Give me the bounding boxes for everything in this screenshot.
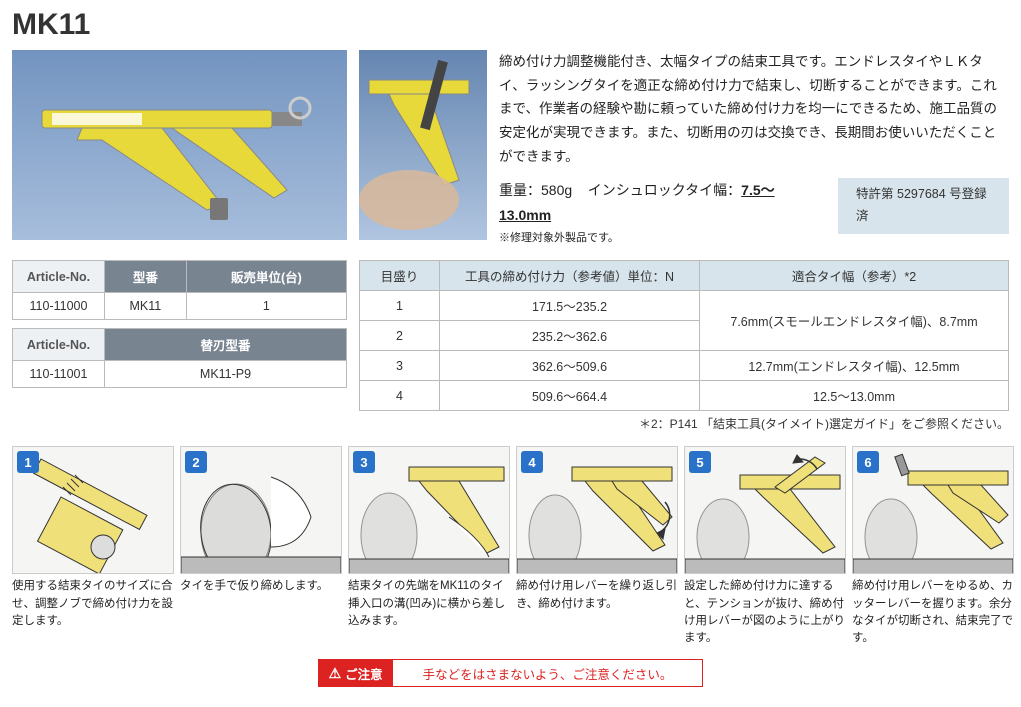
step-2-img: 2 [180, 446, 342, 574]
art1-h-unit: 販売単位(台) [186, 261, 346, 293]
caution-label: ご注意 [319, 660, 393, 686]
art1-h-art: Article-No. [13, 261, 105, 293]
art1-h-model: 型番 [105, 261, 187, 293]
product-photo-1 [12, 50, 347, 240]
description-column: 締め付け力調整機能付き、太幅タイプの結束工具です。エンドレスタイやＬＫタイ、ラッ… [499, 50, 1009, 248]
art1-r0-unit: 1 [186, 293, 346, 320]
spec-r2-width: 12.7mm(エンドレスタイ幅)、12.5mm [700, 351, 1009, 381]
step-6: 6 締め付け用レバーをゆるめ、カッターレバーを握ります。余分なタイが切断され、結… [852, 446, 1014, 647]
spec-r2-force: 362.6～509.6 [440, 351, 700, 381]
step-3: 3 結束タイの先端をMK11のタイ挿入口の溝(凹み)に横から差し込みます。 [348, 446, 510, 647]
patent-box: 特許第 5297684 号登録済 [838, 178, 1009, 234]
spec-r0-force: 171.5～235.2 [440, 291, 700, 321]
art1-r0-model: MK11 [105, 293, 187, 320]
step-4-num: 4 [521, 451, 543, 473]
repair-note: ※修理対象外製品です。 [499, 229, 808, 248]
caution-row: ご注意 手などをはさまないよう、ご注意ください。 [12, 659, 1009, 687]
spec-r3-width: 12.5～13.0mm [700, 381, 1009, 411]
spec-table-wrap: 目盛り 工具の締め付け力（参考値）単位：N 適合タイ幅（参考）*2 1 171.… [359, 260, 1009, 432]
art2-h-art: Article-No. [13, 329, 105, 361]
tool-illustration-2 [359, 50, 487, 240]
weight-value: 580g [541, 182, 572, 198]
spec-r0-scale: 1 [360, 291, 440, 321]
step-2-num: 2 [185, 451, 207, 473]
step-6-img: 6 [852, 446, 1014, 574]
step-5-img: 5 [684, 446, 846, 574]
article-table-1: Article-No. 型番 販売単位(台) 110-11000 MK11 1 [12, 260, 347, 320]
steps-row: 1 使用する結束タイのサイズに合せ、調整ノブで締め付け力を設定します。 2 タイ… [12, 446, 1009, 647]
step-4-img: 4 [516, 446, 678, 574]
mid-row: Article-No. 型番 販売単位(台) 110-11000 MK11 1 … [12, 260, 1009, 432]
weight-label: 重量： [499, 182, 541, 198]
step-1-caption: 使用する結束タイのサイズに合せ、調整ノブで締め付け力を設定します。 [12, 578, 174, 630]
step-1: 1 使用する結束タイのサイズに合せ、調整ノブで締め付け力を設定します。 [12, 446, 174, 647]
step-6-num: 6 [857, 451, 879, 473]
art2-h-model: 替刃型番 [105, 329, 347, 361]
step-4: 4 締め付け用レバーを繰り返し引き、締め付けます。 [516, 446, 678, 647]
product-photo-2 [359, 50, 487, 240]
spec-r3-force: 509.6～664.4 [440, 381, 700, 411]
step-6-caption: 締め付け用レバーをゆるめ、カッターレバーを握ります。余分なタイが切断され、結束完… [852, 578, 1014, 647]
top-row: 締め付け力調整機能付き、太幅タイプの結束工具です。エンドレスタイやＬＫタイ、ラッ… [12, 50, 1009, 248]
page-title: MK11 [12, 8, 1009, 42]
step-1-img: 1 [12, 446, 174, 574]
spec-r0-width: 7.6mm(スモールエンドレスタイ幅)、8.7mm [700, 291, 1009, 351]
spec-h-scale: 目盛り [360, 261, 440, 291]
spec-r3-scale: 4 [360, 381, 440, 411]
step-2: 2 タイを手で仮り締めします。 [180, 446, 342, 647]
spec-r1-scale: 2 [360, 321, 440, 351]
spec-h-force: 工具の締め付け力（参考値）単位：N [440, 261, 700, 291]
art2-r0-art: 110-11001 [13, 361, 105, 388]
step-5: 5 設定した締め付け力に達すると、テンションが抜け、締め付け用レバーが図のように… [684, 446, 846, 647]
spec-h-width: 適合タイ幅（参考）*2 [700, 261, 1009, 291]
spec-r1-force: 235.2～362.6 [440, 321, 700, 351]
caution-box: ご注意 手などをはさまないよう、ご注意ください。 [318, 659, 704, 687]
step-4-caption: 締め付け用レバーを繰り返し引き、締め付けます。 [516, 578, 678, 613]
spec-r2-scale: 3 [360, 351, 440, 381]
description-text: 締め付け力調整機能付き、太幅タイプの結束工具です。エンドレスタイやＬＫタイ、ラッ… [499, 50, 1009, 168]
weight-line: 重量：580g インシュロックタイ幅：7.5～13.0mm [499, 178, 808, 227]
step-2-caption: タイを手で仮り締めします。 [180, 578, 342, 595]
article-table-2: Article-No. 替刃型番 110-11001 MK11-P9 [12, 328, 347, 388]
step-5-caption: 設定した締め付け力に達すると、テンションが抜け、締め付け用レバーが図のように上が… [684, 578, 846, 647]
step-5-num: 5 [689, 451, 711, 473]
left-tables: Article-No. 型番 販売単位(台) 110-11000 MK11 1 … [12, 260, 347, 396]
step-3-caption: 結束タイの先端をMK11のタイ挿入口の溝(凹み)に横から差し込みます。 [348, 578, 510, 630]
caution-text: 手などをはさまないよう、ご注意ください。 [393, 660, 703, 686]
art1-r0-art: 110-11000 [13, 293, 105, 320]
tie-width-label: インシュロックタイ幅： [588, 182, 741, 198]
tool-illustration-1 [12, 50, 347, 240]
spec-note: ＊2：P141 「結束工具(タイメイト)選定ガイド」をご参照ください。 [359, 415, 1009, 432]
spec-table: 目盛り 工具の締め付け力（参考値）単位：N 適合タイ幅（参考）*2 1 171.… [359, 260, 1009, 411]
step-3-img: 3 [348, 446, 510, 574]
step-1-num: 1 [17, 451, 39, 473]
art2-r0-model: MK11-P9 [105, 361, 347, 388]
step-3-num: 3 [353, 451, 375, 473]
